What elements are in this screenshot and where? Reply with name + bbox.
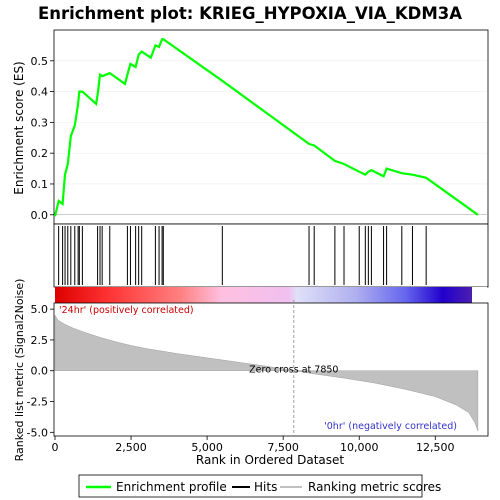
- es-panel-frame: [53, 29, 489, 225]
- x-axis-tick-label: 2,500: [115, 441, 147, 454]
- es-y-tick-label: 0.5: [31, 55, 49, 68]
- chart-title: Enrichment plot: KRIEG_HYPOXIA_VIA_KDM3A: [38, 4, 462, 23]
- legend-hits-label: Hits: [254, 480, 277, 494]
- positive-label: '24hr' (positively correlated): [59, 305, 194, 316]
- metric-y-tick-label: -5.0: [27, 426, 48, 439]
- ranking-metric-area: [54, 314, 479, 432]
- x-axis-label: Rank in Ordered Dataset: [196, 453, 344, 467]
- metric-y-tick-label: 0.0: [31, 365, 49, 378]
- rank-color-bar-tail: [472, 287, 487, 303]
- es-y-tick-label: 0.4: [31, 86, 49, 99]
- metric-y-tick-label: -2.5: [27, 396, 48, 409]
- x-axis-tick-label: 7,500: [267, 441, 299, 454]
- x-axis-tick-label: 10,000: [340, 441, 379, 454]
- metric-y-label: Ranked list metric (Signal2Noise): [13, 279, 26, 462]
- es-y-tick-label: 0.3: [31, 116, 49, 129]
- enrichment-profile-line: [53, 38, 479, 217]
- es-y-ticks: 0.0 0.1 0.2 0.3 0.4 0.5: [31, 55, 54, 222]
- hits-panel-frame: [53, 223, 489, 288]
- negative-label: '0hr' (negatively correlated): [324, 421, 457, 432]
- zero-cross-label: Zero cross at 7850: [249, 365, 338, 376]
- x-axis-tick-label: 5,000: [191, 441, 223, 454]
- hit-markers: [58, 226, 427, 285]
- rank-color-bar: [55, 287, 472, 303]
- legend-profile-label: Enrichment profile: [116, 480, 227, 494]
- metric-y-tick-label: 5.0: [31, 303, 49, 316]
- x-axis-tick-label: 12,500: [416, 441, 455, 454]
- es-y-tick-label: 0.0: [31, 209, 49, 222]
- es-y-tick-label: 0.1: [31, 178, 49, 191]
- es-y-tick-label: 0.2: [31, 147, 49, 160]
- es-y-label: Enrichment score (ES): [12, 61, 26, 194]
- legend-metric-label: Ranking metric scores: [308, 480, 441, 494]
- legend-box: [78, 474, 423, 498]
- x-axis-ticks: 0 2,500 5,000 7,500 10,000 12,500: [52, 436, 455, 454]
- metric-y-tick-label: 2.5: [31, 334, 49, 347]
- metric-y-ticks: -5.0 -2.5 0.0 2.5 5.0: [27, 303, 54, 439]
- x-axis-tick-label: 0: [52, 441, 59, 454]
